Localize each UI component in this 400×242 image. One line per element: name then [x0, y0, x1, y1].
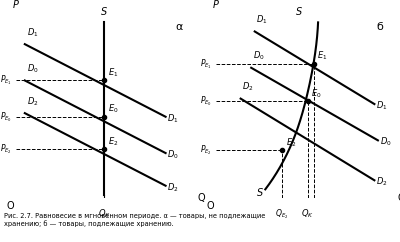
Text: O: O [7, 201, 14, 211]
Text: $E_{0}$: $E_{0}$ [311, 87, 322, 99]
Text: S: S [257, 189, 263, 198]
Text: б: б [376, 23, 383, 32]
Text: $P_{E_2}$: $P_{E_2}$ [0, 143, 12, 156]
Text: $E_{2}$: $E_{2}$ [286, 136, 296, 149]
Text: D$_1$: D$_1$ [26, 26, 38, 39]
Text: $Q_{E_2}$: $Q_{E_2}$ [275, 208, 289, 221]
Text: D$_2$: D$_2$ [376, 176, 388, 188]
Text: $E_{1}$: $E_{1}$ [108, 66, 118, 79]
Text: D$_2$: D$_2$ [167, 181, 179, 194]
Text: D$_2$: D$_2$ [26, 95, 38, 108]
Text: D$_0$: D$_0$ [253, 50, 265, 62]
Text: $P_{E_0}$: $P_{E_0}$ [0, 110, 12, 123]
Text: α: α [176, 23, 183, 32]
Text: D$_0$: D$_0$ [167, 149, 179, 161]
Text: D$_1$: D$_1$ [376, 100, 388, 112]
Text: D$_2$: D$_2$ [242, 81, 254, 93]
Text: D$_0$: D$_0$ [380, 136, 392, 148]
Text: S: S [296, 7, 302, 17]
Text: D$_1$: D$_1$ [256, 14, 268, 26]
Text: $Q_K$: $Q_K$ [301, 208, 314, 220]
Text: $P_{E_0}$: $P_{E_0}$ [200, 95, 212, 108]
Text: O: O [207, 201, 214, 211]
Text: $P_{E_1}$: $P_{E_1}$ [0, 74, 12, 87]
Text: P: P [213, 0, 219, 10]
Text: Q: Q [197, 193, 205, 204]
Text: $E_{1}$: $E_{1}$ [317, 50, 328, 62]
Text: $P_{E_1}$: $P_{E_1}$ [200, 57, 212, 71]
Text: D$_0$: D$_0$ [26, 62, 38, 75]
Text: S: S [101, 7, 107, 17]
Text: D$_1$: D$_1$ [167, 112, 179, 125]
Text: $E_{2}$: $E_{2}$ [108, 135, 118, 148]
Text: $P_{E_2}$: $P_{E_2}$ [200, 144, 212, 157]
Text: $Q_K$: $Q_K$ [98, 208, 110, 220]
Text: P: P [13, 0, 19, 10]
Text: Рис. 2.7. Равновесие в мгновенном периоде. α — товары, не подлежащие
хранению; б: Рис. 2.7. Равновесие в мгновенном период… [4, 213, 265, 227]
Text: $E_{0}$: $E_{0}$ [108, 102, 118, 115]
Text: Q: Q [397, 193, 400, 204]
